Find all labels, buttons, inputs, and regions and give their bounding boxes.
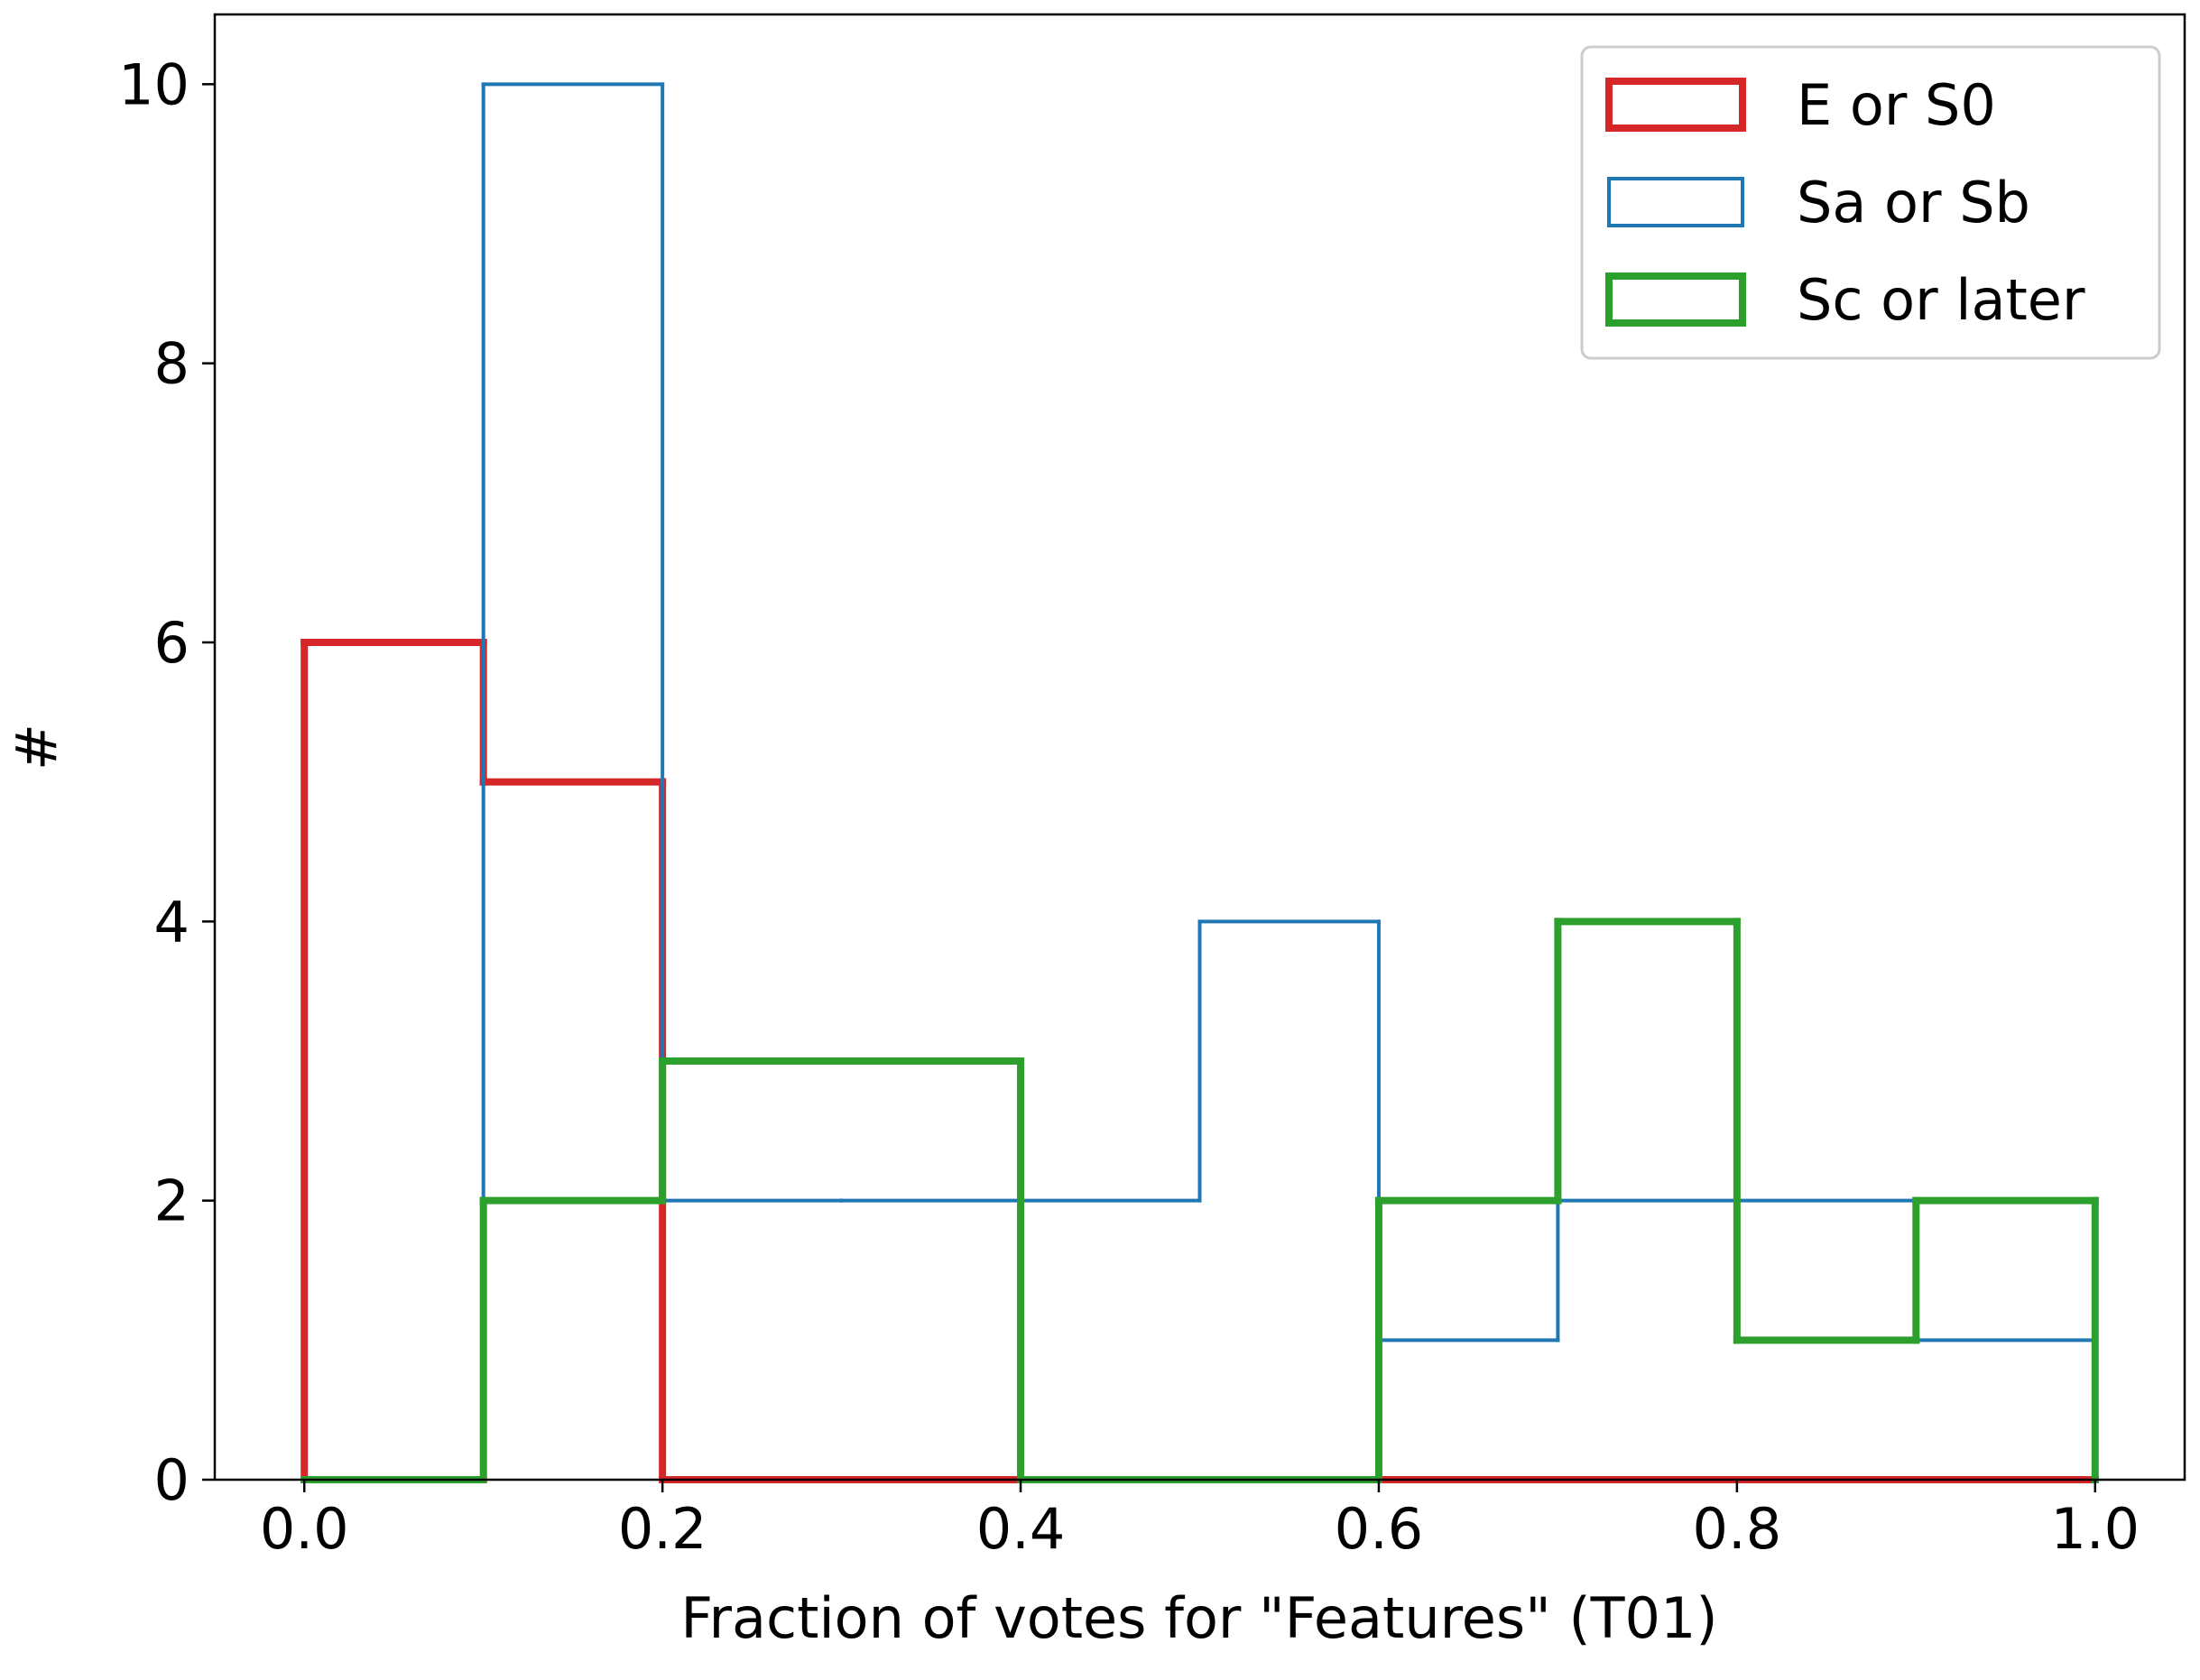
y-tick-label: 8 xyxy=(154,331,189,397)
axes-frame xyxy=(213,13,2186,1482)
x-tick-label: 0.8 xyxy=(1693,1496,1782,1562)
y-axis-label: # xyxy=(4,724,69,771)
x-tick-label: 1.0 xyxy=(2050,1496,2140,1562)
legend-label: Sa or Sb xyxy=(1797,170,2030,235)
y-tick-label: 2 xyxy=(154,1168,189,1234)
histogram-series xyxy=(300,918,2099,1483)
legend-label: Sc or later xyxy=(1797,267,2085,333)
y-tick-label: 4 xyxy=(154,889,189,955)
x-tick-label: 0.4 xyxy=(976,1496,1066,1562)
x-tick-label: 0.6 xyxy=(1335,1496,1424,1562)
legend-swatch xyxy=(1605,272,1746,327)
x-tick-label: 0.0 xyxy=(260,1496,349,1562)
y-tick-label: 6 xyxy=(154,610,189,676)
legend-label: E or S0 xyxy=(1797,72,1996,138)
x-axis-label: Fraction of votes for "Features" (T01) xyxy=(680,1585,1717,1651)
y-tick-label: 10 xyxy=(118,51,189,117)
y-tick-label: 0 xyxy=(154,1447,189,1513)
legend-swatch xyxy=(1605,78,1746,132)
x-tick-label: 0.2 xyxy=(618,1496,707,1562)
legend-swatch xyxy=(1607,177,1744,227)
